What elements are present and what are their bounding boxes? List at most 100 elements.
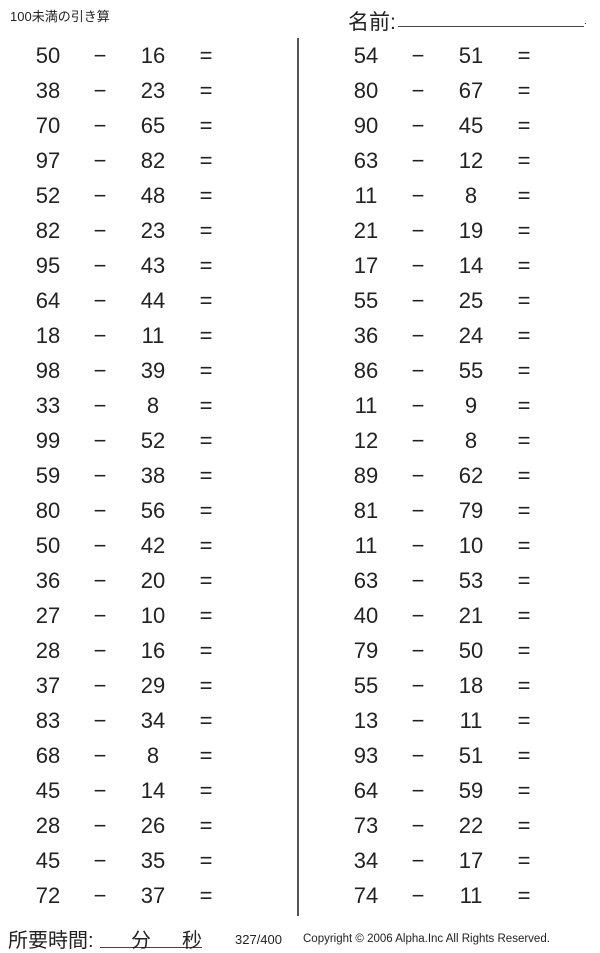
subtrahend: 20	[140, 568, 166, 593]
equals-sign: =	[517, 603, 531, 628]
equals-sign: =	[517, 568, 531, 593]
minus-sign: −	[411, 568, 425, 593]
equals-sign: =	[199, 498, 213, 523]
name-field[interactable]	[398, 26, 584, 27]
minus-sign: −	[411, 428, 425, 453]
subtrahend: 44	[140, 288, 166, 313]
minuend: 11	[354, 393, 378, 418]
minus-sign: −	[411, 813, 425, 838]
minus-sign: −	[411, 393, 425, 418]
minus-sign: −	[93, 533, 107, 558]
equals-sign: =	[199, 78, 213, 103]
subtrahend: 35	[140, 848, 166, 873]
time-field[interactable]	[100, 947, 202, 948]
equals-sign: =	[517, 638, 531, 663]
equals-sign: =	[517, 463, 531, 488]
time-label: 所要時間:	[8, 930, 94, 952]
minus-sign: −	[93, 848, 107, 873]
subtrahend: 42	[140, 533, 166, 558]
minus-sign: −	[411, 218, 425, 243]
minuend: 83	[35, 708, 61, 733]
minus-sign: −	[93, 43, 107, 68]
minus-sign: −	[411, 463, 425, 488]
minus-sign: −	[411, 883, 425, 908]
equals-sign: =	[517, 393, 531, 418]
equals-sign: =	[517, 813, 531, 838]
column-divider	[297, 38, 299, 916]
subtrahend: 52	[140, 428, 166, 453]
equals-sign: =	[517, 498, 531, 523]
subtrahend: 43	[140, 253, 166, 278]
equals-sign: =	[199, 743, 213, 768]
subtrahend: 9	[464, 393, 478, 418]
minuend: 99	[35, 428, 61, 453]
minuend: 72	[35, 883, 61, 908]
equals-sign: =	[199, 883, 213, 908]
minuend: 80	[35, 498, 61, 523]
name-label: 名前:	[348, 11, 396, 34]
equals-sign: =	[517, 358, 531, 383]
minus-sign: −	[93, 568, 107, 593]
minus-sign: −	[411, 288, 425, 313]
minus-sign: −	[411, 113, 425, 138]
equals-sign: =	[517, 883, 531, 908]
equals-sign: =	[199, 533, 213, 558]
subtrahend: 79	[458, 498, 484, 523]
subtrahend: 12	[458, 148, 484, 173]
equals-sign: =	[517, 218, 531, 243]
subtrahend: 34	[140, 708, 166, 733]
minuend: 28	[35, 638, 61, 663]
minuend: 64	[353, 778, 379, 803]
equals-sign: =	[517, 778, 531, 803]
equals-sign: =	[199, 148, 213, 173]
subtrahend: 51	[458, 43, 484, 68]
minuend: 95	[35, 253, 61, 278]
minus-sign: −	[93, 743, 107, 768]
equals-sign: =	[199, 113, 213, 138]
minuend: 12	[353, 428, 379, 453]
minuend: 93	[353, 743, 379, 768]
equals-sign: =	[199, 778, 213, 803]
minus-sign: −	[411, 848, 425, 873]
equals-sign: =	[199, 813, 213, 838]
equals-sign: =	[517, 288, 531, 313]
minuend: 18	[35, 323, 61, 348]
equals-sign: =	[517, 743, 531, 768]
minuend: 36	[353, 323, 379, 348]
equals-sign: =	[199, 428, 213, 453]
minus-sign: −	[93, 148, 107, 173]
minus-sign: −	[93, 498, 107, 523]
subtrahend: 29	[140, 673, 166, 698]
subtrahend: 11	[459, 708, 483, 733]
minus-sign: −	[93, 358, 107, 383]
minuend: 11	[354, 183, 378, 208]
minus-sign: −	[93, 603, 107, 628]
minuend: 38	[35, 78, 61, 103]
minus-sign: −	[93, 463, 107, 488]
minus-sign: −	[93, 778, 107, 803]
minuend: 28	[35, 813, 61, 838]
minus-sign: −	[93, 113, 107, 138]
minus-sign: −	[93, 638, 107, 663]
minus-sign: −	[411, 743, 425, 768]
equals-sign: =	[517, 323, 531, 348]
minuend: 64	[35, 288, 61, 313]
equals-sign: =	[517, 253, 531, 278]
equals-sign: =	[199, 393, 213, 418]
minuend: 74	[353, 883, 379, 908]
minuend: 55	[353, 288, 379, 313]
minuend: 50	[35, 43, 61, 68]
minuend: 36	[35, 568, 61, 593]
minus-sign: −	[411, 358, 425, 383]
equals-sign: =	[199, 183, 213, 208]
subtrahend: 8	[146, 743, 160, 768]
subtrahend: 11	[141, 323, 165, 348]
subtrahend: 17	[458, 848, 484, 873]
minuend: 63	[353, 148, 379, 173]
minuend: 17	[353, 253, 379, 278]
minuend: 82	[35, 218, 61, 243]
subtrahend: 53	[458, 568, 484, 593]
minuend: 63	[353, 568, 379, 593]
minus-sign: −	[411, 183, 425, 208]
minuend: 11	[354, 533, 378, 558]
